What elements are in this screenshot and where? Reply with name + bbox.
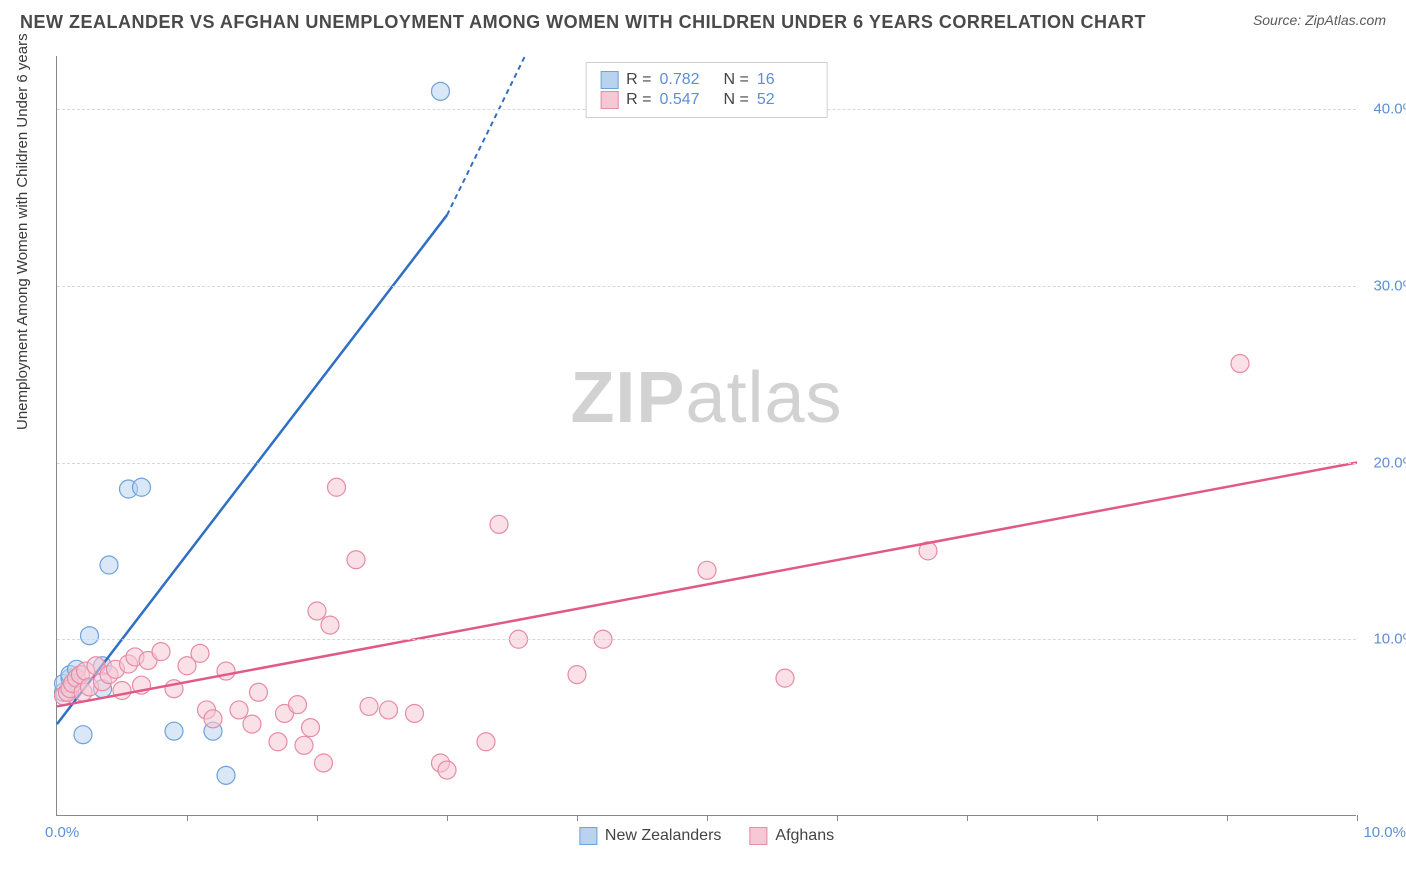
x-tick — [1357, 815, 1358, 821]
data-point — [380, 701, 398, 719]
data-point — [152, 643, 170, 661]
data-point — [113, 682, 131, 700]
x-tick — [317, 815, 318, 821]
y-axis-label: Unemployment Among Women with Children U… — [14, 33, 31, 430]
trend-line-dashed — [447, 56, 525, 215]
data-point — [360, 697, 378, 715]
x-tick — [967, 815, 968, 821]
y-tick-label: 40.0% — [1373, 101, 1406, 118]
legend-swatch-afghan-bottom — [749, 827, 767, 845]
data-point — [308, 602, 326, 620]
x-tick — [187, 815, 188, 821]
data-point — [328, 478, 346, 496]
trend-line — [57, 463, 1357, 707]
data-point — [1231, 355, 1249, 373]
y-tick-label: 10.0% — [1373, 631, 1406, 648]
data-point — [133, 478, 151, 496]
series-legend: New Zealanders Afghans — [579, 827, 834, 845]
data-point — [438, 761, 456, 779]
x-tick — [707, 815, 708, 821]
data-point — [776, 669, 794, 687]
data-point — [321, 616, 339, 634]
legend-swatch-nz-bottom — [579, 827, 597, 845]
data-point — [191, 644, 209, 662]
data-point — [295, 736, 313, 754]
data-point — [568, 666, 586, 684]
legend-swatch-nz — [600, 71, 618, 89]
data-point — [217, 766, 235, 784]
data-point — [406, 704, 424, 722]
legend-row-nz: R = 0.782 N = 16 — [600, 71, 813, 89]
data-point — [81, 627, 99, 645]
data-point — [217, 662, 235, 680]
y-tick-label: 30.0% — [1373, 277, 1406, 294]
gridline — [57, 463, 1356, 464]
data-point — [347, 551, 365, 569]
trend-line — [57, 215, 447, 724]
gridline — [57, 286, 1356, 287]
data-point — [432, 82, 450, 100]
x-tick — [577, 815, 578, 821]
chart-title: NEW ZEALANDER VS AFGHAN UNEMPLOYMENT AMO… — [20, 12, 1146, 33]
data-point — [315, 754, 333, 772]
source-attribution: Source: ZipAtlas.com — [1253, 12, 1386, 28]
correlation-legend: R = 0.782 N = 16 R = 0.547 N = 52 — [585, 62, 828, 118]
data-point — [269, 733, 287, 751]
chart-header: NEW ZEALANDER VS AFGHAN UNEMPLOYMENT AMO… — [0, 0, 1406, 41]
legend-item-afghan: Afghans — [749, 827, 834, 845]
x-tick — [447, 815, 448, 821]
y-tick-label: 20.0% — [1373, 454, 1406, 471]
x-axis-max-label: 10.0% — [1363, 824, 1406, 841]
gridline — [57, 639, 1356, 640]
x-tick — [1227, 815, 1228, 821]
data-point — [250, 683, 268, 701]
data-point — [230, 701, 248, 719]
legend-row-afghan: R = 0.547 N = 52 — [600, 91, 813, 109]
data-point — [100, 556, 118, 574]
legend-swatch-afghan — [600, 91, 618, 109]
data-point — [698, 561, 716, 579]
scatter-svg — [57, 56, 1356, 815]
data-point — [289, 696, 307, 714]
data-point — [165, 722, 183, 740]
x-tick — [1097, 815, 1098, 821]
data-point — [490, 515, 508, 533]
data-point — [204, 710, 222, 728]
legend-item-nz: New Zealanders — [579, 827, 722, 845]
data-point — [477, 733, 495, 751]
chart-plot-area: ZIPatlas R = 0.782 N = 16 R = 0.547 N = … — [56, 56, 1356, 816]
x-axis-min-label: 0.0% — [45, 824, 79, 841]
data-point — [243, 715, 261, 733]
x-tick — [837, 815, 838, 821]
data-point — [74, 726, 92, 744]
data-point — [302, 719, 320, 737]
